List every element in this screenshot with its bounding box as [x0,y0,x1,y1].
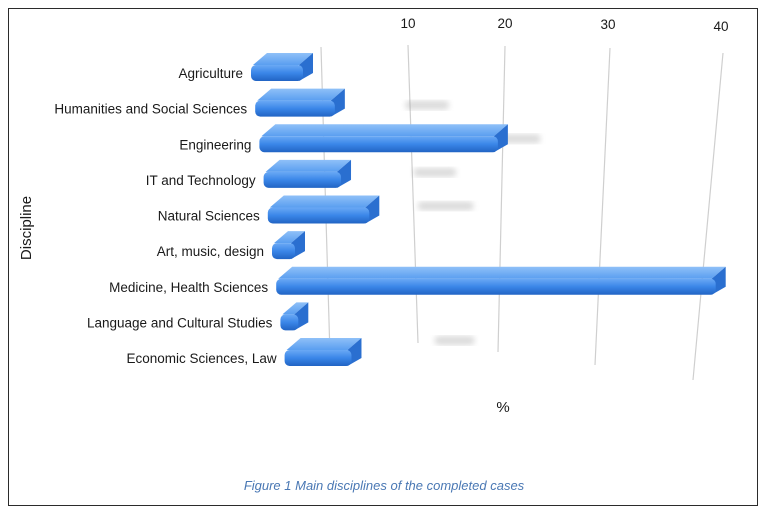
bar-top [282,302,309,315]
figure-frame [8,8,758,506]
bar [259,124,508,153]
bar-top [253,53,313,65]
category-label: Medicine, Health Sciences [109,280,268,295]
bar-chart: Agriculture Humanities and Social Science… [18,16,729,416]
bar-front [276,278,716,295]
bars [251,53,726,366]
gridline-40 [692,52,724,381]
bar-top [278,266,726,279]
bar [255,88,345,117]
bar-top [286,338,362,350]
bar-front [280,314,299,331]
category-labels: Agriculture Humanities and Social Science… [54,66,277,366]
bar-top [274,231,305,244]
tick-label-10: 10 [400,16,415,31]
tick-label-30: 30 [600,17,615,32]
gridline-30 [594,47,611,366]
bar-shadow [413,167,457,177]
bar [276,266,726,295]
category-label: Agriculture [178,66,243,81]
bar-front [272,243,295,260]
category-label: Art, music, design [157,244,264,259]
figure-caption: Figure 1 Main disciplines of the complet… [243,478,525,493]
bar [280,302,309,331]
bar-front [267,207,370,224]
bar [284,338,362,366]
tick-label-40: 40 [713,19,728,34]
y-axis-title: Discipline [18,196,35,260]
bar-front [251,65,303,81]
tick-labels: 10 20 30 40 [400,16,728,34]
bar-shadow [405,100,450,110]
bar-front [263,171,342,188]
bar-front [284,350,352,366]
bar-shadow [434,336,475,345]
bar [251,53,313,81]
bar [272,231,305,260]
category-label: Natural Sciences [158,209,260,224]
bar-top [269,195,380,208]
gridlines [320,44,724,381]
gridline-20 [497,45,506,353]
category-label: Engineering [179,137,251,152]
tick-label-20: 20 [497,16,512,31]
bar-top [257,88,345,101]
gridline-10 [407,44,419,344]
bar-shadow [417,201,474,211]
category-label: Language and Cultural Studies [87,315,273,330]
bar-top [261,124,508,137]
x-axis-title: % [496,399,509,416]
bar-top [265,159,352,172]
category-label: Economic Sciences, Law [127,351,277,366]
category-label: Humanities and Social Sciences [54,102,247,117]
bar [267,195,380,224]
category-label: IT and Technology [146,173,256,188]
bar-front [255,100,335,117]
bar-front [259,136,498,153]
bar [263,159,352,188]
